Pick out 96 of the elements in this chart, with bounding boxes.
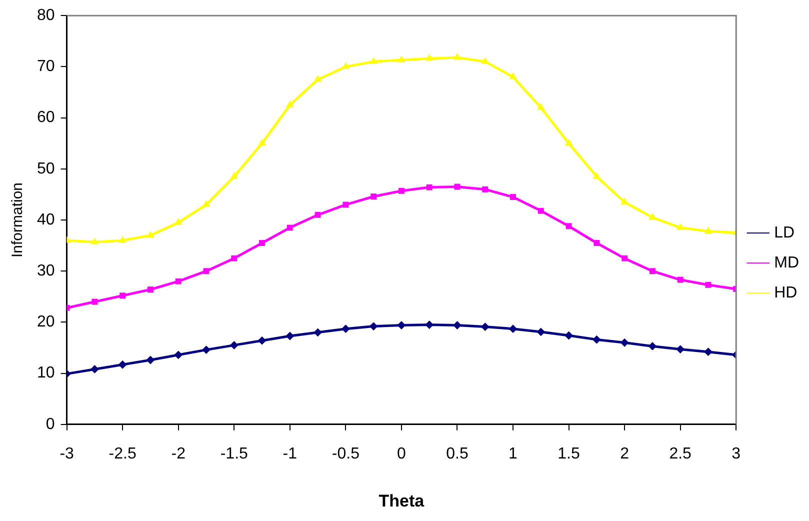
point <box>676 224 684 230</box>
point <box>648 342 656 350</box>
point <box>202 200 210 207</box>
x-tick-label: 3 <box>732 445 741 462</box>
point <box>453 321 462 330</box>
x-tick-label: 2.5 <box>669 445 692 462</box>
x-tick-label: -1 <box>282 445 298 462</box>
point <box>286 224 293 231</box>
point <box>509 72 517 80</box>
point <box>120 292 126 299</box>
point <box>482 186 488 192</box>
point <box>175 278 182 284</box>
point <box>565 139 572 146</box>
x-tick-label: -2 <box>171 445 186 462</box>
point <box>92 298 98 305</box>
point <box>564 331 573 340</box>
point <box>454 184 460 190</box>
y-tick-label: 20 <box>37 314 55 331</box>
point <box>146 231 154 238</box>
point <box>370 322 378 330</box>
point <box>230 341 238 350</box>
point <box>259 240 265 246</box>
point <box>481 322 490 331</box>
point <box>704 348 712 356</box>
point <box>147 286 154 292</box>
point <box>118 360 127 369</box>
point <box>342 324 350 333</box>
point <box>649 268 656 274</box>
y-tick-label: 80 <box>37 7 55 24</box>
point <box>342 62 350 69</box>
point <box>426 184 432 190</box>
point <box>91 238 98 244</box>
x-tick-label: -3 <box>60 445 74 462</box>
point <box>174 218 182 225</box>
point <box>231 255 238 262</box>
x-tick-label: 0.5 <box>446 445 468 462</box>
point <box>370 58 378 64</box>
point <box>286 332 294 340</box>
point <box>90 365 99 374</box>
point <box>314 328 322 336</box>
point <box>509 324 518 333</box>
point <box>425 320 434 329</box>
point <box>704 227 712 234</box>
x-tick-label: -0.5 <box>332 445 360 462</box>
point <box>230 172 238 179</box>
x-tick-label: 1.5 <box>558 445 580 462</box>
point <box>398 188 404 194</box>
x-tick-label: 1 <box>508 445 518 462</box>
point <box>426 54 433 61</box>
legend-label: MD <box>774 254 800 272</box>
point <box>454 54 461 60</box>
point <box>119 236 126 243</box>
point <box>397 321 406 330</box>
point <box>705 282 712 288</box>
point <box>510 194 516 200</box>
point <box>677 276 684 283</box>
point <box>537 104 544 110</box>
point <box>620 338 629 347</box>
x-tick-label: 2 <box>620 445 630 462</box>
point <box>398 56 405 62</box>
x-axis-title: Theta <box>378 491 425 510</box>
point <box>202 346 210 354</box>
point <box>538 208 544 214</box>
point <box>314 75 322 82</box>
legend-label: LD <box>774 224 795 242</box>
point <box>536 328 545 336</box>
point <box>622 255 628 262</box>
point <box>203 268 210 274</box>
y-tick-label: 60 <box>37 109 55 126</box>
x-tick-label: 0 <box>397 445 406 462</box>
y-tick-label: 70 <box>37 58 55 76</box>
point <box>592 336 601 344</box>
point <box>174 350 182 359</box>
point <box>621 198 628 204</box>
point <box>648 213 656 220</box>
point <box>258 139 266 146</box>
legend-label: HD <box>774 284 798 302</box>
point <box>676 345 684 354</box>
y-tick-label: 40 <box>37 211 55 228</box>
y-axis-title: Information <box>9 182 26 258</box>
y-tick-label: 0 <box>46 416 55 433</box>
x-tick-label: -1.5 <box>220 445 248 462</box>
point <box>482 58 489 64</box>
point <box>594 240 600 246</box>
point <box>314 212 321 218</box>
point <box>370 194 377 200</box>
point <box>342 202 349 208</box>
point <box>286 101 294 108</box>
x-tick-label: -2.5 <box>108 445 136 462</box>
point <box>258 336 266 345</box>
point <box>146 356 154 364</box>
y-tick-label: 30 <box>37 262 55 280</box>
y-tick-label: 10 <box>37 364 55 382</box>
point <box>566 223 572 230</box>
y-tick-label: 50 <box>37 160 55 178</box>
point <box>593 172 600 179</box>
